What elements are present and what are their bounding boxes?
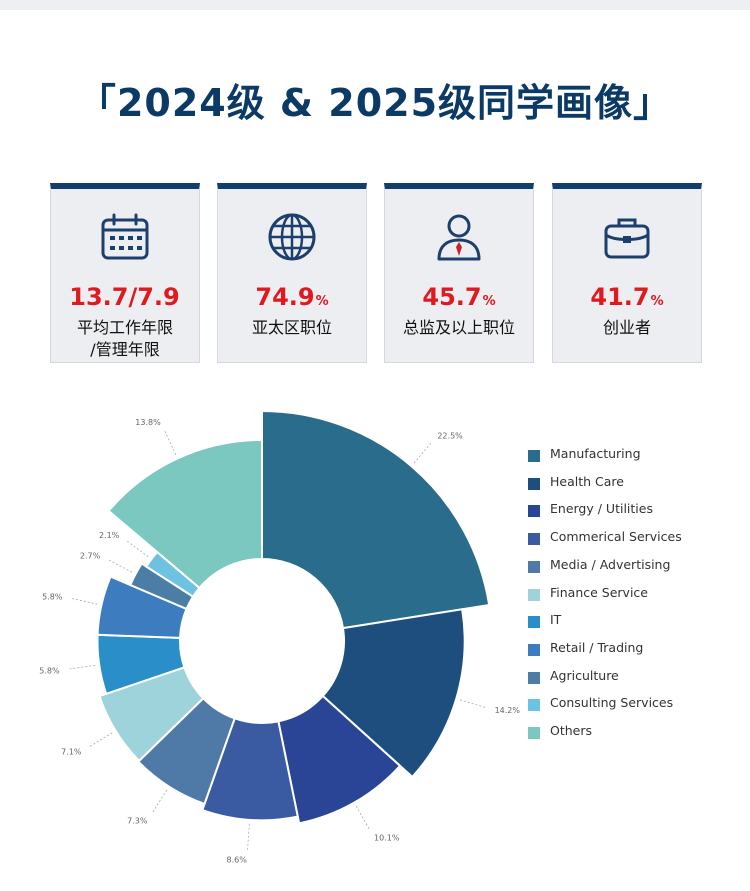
stat-card-director: 45.7% 总监及以上职位 (384, 183, 534, 363)
legend-swatch (528, 450, 540, 462)
slice-finance-service (98, 666, 205, 763)
leader-line (247, 823, 250, 850)
title-text: 2024级 & 2025级同学画像 (116, 81, 634, 125)
legend-label: Agriculture (550, 667, 619, 683)
legend-swatch (528, 727, 540, 739)
data-label-agriculture: 2.7% (80, 551, 101, 560)
leader-line (152, 789, 168, 813)
stat-value: 74.9% (255, 283, 329, 311)
legend-label: Finance Service (550, 584, 648, 600)
stat-label: 亚太区职位 (251, 318, 332, 337)
data-label-finance-service: 7.1% (61, 748, 82, 757)
legend-item-energy-utilities: Energy / Utilities (528, 501, 728, 521)
slice-health-care (321, 608, 466, 779)
data-label-health-care: 14.2% (495, 706, 520, 715)
data-label-energy-utilities: 10.1% (374, 833, 400, 842)
title-open-bracket: 「 (77, 81, 117, 125)
calendar-icon (101, 213, 149, 260)
legend-item-media-advertising: Media / Advertising (528, 557, 728, 577)
page-title: 「2024级 & 2025级同学画像」 (0, 72, 750, 127)
legend-swatch (528, 643, 540, 656)
legend-item-others: Others (528, 723, 728, 743)
stat-label: 平均工作年限/管理年限 (76, 318, 173, 359)
leader-line (164, 431, 177, 455)
legend-item-consulting-services: Consulting Services (528, 695, 728, 715)
legend-item-it: IT (528, 612, 728, 632)
top-bar (0, 0, 750, 10)
leader-line (413, 443, 432, 464)
legend-item-health-care: Health Care (528, 474, 728, 494)
data-label-manufacturing: 22.5% (437, 432, 463, 441)
legend-item-agriculture: Agriculture (528, 668, 728, 688)
legend-swatch (528, 533, 540, 546)
slice-media-advertising (136, 696, 236, 806)
legend-swatch (528, 505, 540, 518)
legend-label: Manufacturing (550, 446, 641, 461)
slice-retail-trading (96, 575, 188, 639)
legend-label: Commerical Services (550, 529, 682, 545)
stat-value: 13.7/7.9 (69, 283, 180, 311)
legend-label: Energy / Utilities (550, 501, 653, 517)
legend-label: IT (550, 612, 562, 628)
data-label-it: 5.8% (39, 666, 60, 675)
data-label-retail-trading: 5.8% (42, 592, 63, 601)
leader-line (72, 598, 98, 605)
legend-item-finance-service: Finance Service (528, 585, 728, 605)
legend-swatch (528, 560, 540, 573)
executive-icon (437, 214, 481, 261)
stat-value: 45.7% (422, 283, 496, 311)
legend-label: Media / Advertising (550, 556, 671, 572)
legend-swatch (528, 588, 540, 601)
stat-value: 41.7% (590, 283, 664, 311)
data-label-others: 13.8% (135, 418, 161, 427)
legend-label: Others (550, 723, 593, 738)
leader-line (127, 540, 149, 557)
legend-label: Consulting Services (550, 695, 674, 711)
legend-swatch (528, 477, 540, 490)
leader-line (89, 732, 113, 747)
title-close-bracket: 」 (633, 81, 673, 125)
slice-others (107, 438, 263, 590)
legend-item-commerical-services: Commerical Services (528, 529, 728, 549)
legend-swatch (528, 699, 540, 712)
briefcase-icon (604, 218, 650, 259)
data-label-consulting-services: 2.1% (99, 531, 120, 540)
legend-item-manufacturing: Manufacturing (528, 446, 728, 466)
data-label-media-advertising: 7.3% (127, 816, 148, 825)
slice-energy-utilities (277, 694, 402, 825)
slice-manufacturing (261, 409, 491, 630)
stat-card-apac: 74.9% 亚太区职位 (217, 183, 367, 363)
legend-label: Health Care (550, 473, 624, 489)
leader-line (69, 664, 96, 670)
data-label-commerical-services: 8.6% (227, 856, 248, 865)
industry-donut-chart: 22.5% 14.2% 10.1% 8.6% 7.3% 7.1% 5.8% 5.8% 2.7% 2… (39, 409, 520, 865)
leader-line (108, 559, 133, 573)
legend-label: Retail / Trading (550, 639, 644, 655)
stat-card-work-years: 13.7/7.9 平均工作年限/管理年限 (50, 183, 200, 363)
stats-cards: 13.7/7.9 平均工作年限/管理年限 74.9% 亚太区职位 45.7% 总… (50, 183, 703, 363)
leader-line (459, 699, 486, 708)
legend-swatch (528, 671, 540, 684)
stat-card-entrepreneur: 41.7% 创业者 (552, 183, 702, 363)
stat-label: 总监及以上职位 (402, 318, 515, 337)
globe-icon (268, 213, 316, 261)
legend-item-retail-trading: Retail / Trading (528, 640, 728, 660)
leader-line (355, 805, 370, 829)
legend-swatch (528, 616, 540, 629)
stat-label: 创业者 (602, 318, 651, 337)
